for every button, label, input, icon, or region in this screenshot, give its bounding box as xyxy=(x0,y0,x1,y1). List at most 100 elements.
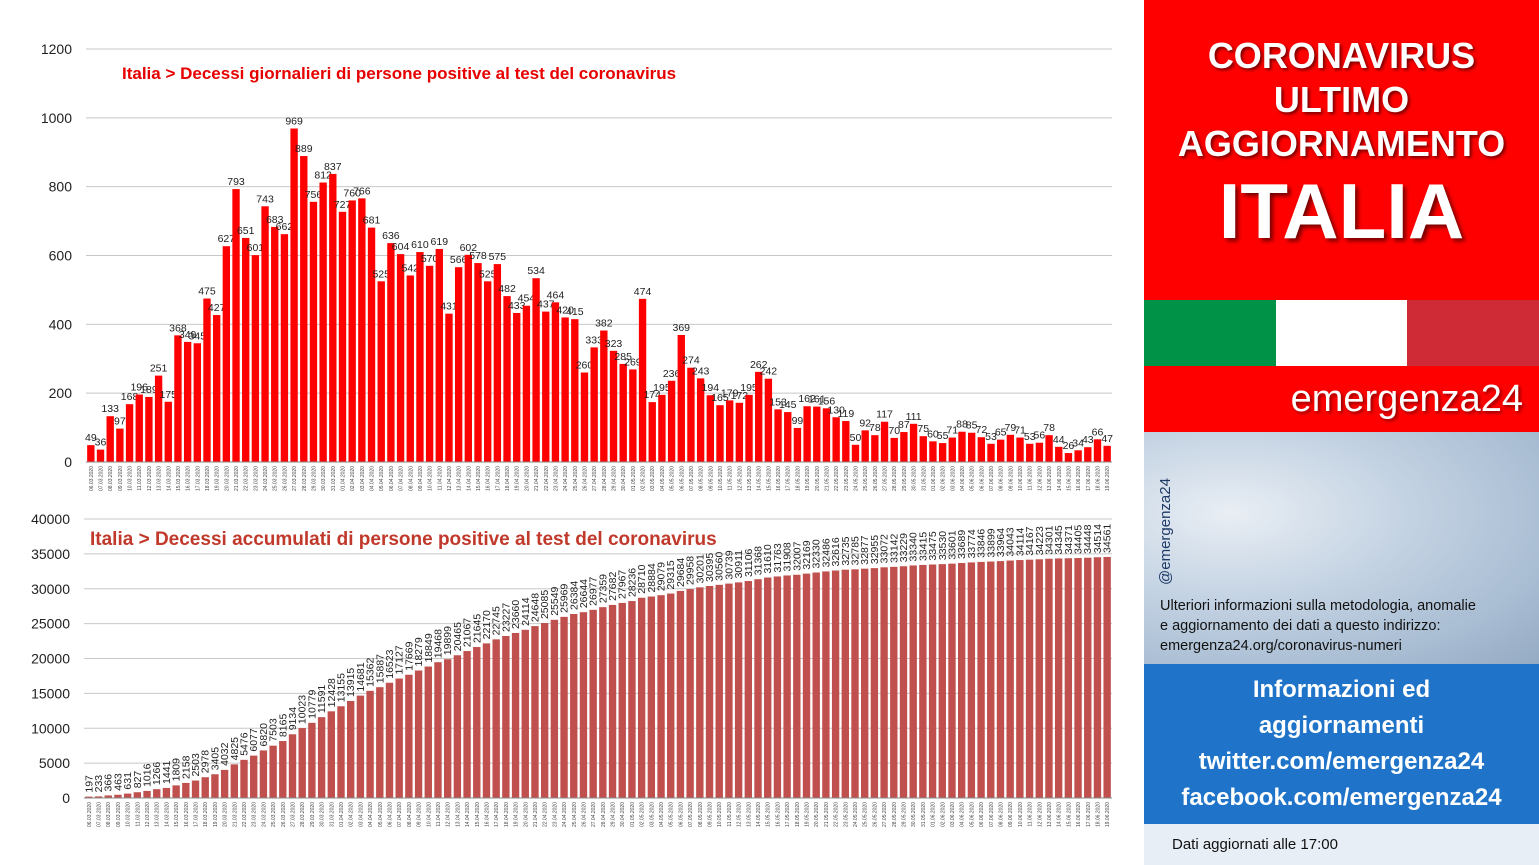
category-label: 11.04.2020 xyxy=(436,802,442,827)
category-label: 12.04.2020 xyxy=(447,466,453,491)
data-label: 889 xyxy=(295,143,313,155)
data-label: 766 xyxy=(353,185,371,197)
bar xyxy=(143,790,151,798)
data-label: 78 xyxy=(1043,422,1055,434)
category-label: 04.05.2020 xyxy=(659,802,665,827)
data-label: 33601 xyxy=(946,530,958,559)
category-label: 28.04.2020 xyxy=(602,466,608,491)
category-label: 10.03.2020 xyxy=(128,466,134,491)
category-label: 17.06.2020 xyxy=(1086,466,1092,491)
data-label: 30560 xyxy=(714,551,726,580)
bar xyxy=(551,302,560,462)
data-label: 130 xyxy=(827,404,845,416)
data-label: 33846 xyxy=(976,529,988,558)
bar xyxy=(638,298,647,462)
bar xyxy=(473,647,481,798)
bar xyxy=(385,682,394,798)
data-label: 368 xyxy=(169,322,187,334)
data-label: 10779 xyxy=(306,689,318,718)
category-label: 12.04.2020 xyxy=(446,802,452,827)
bar xyxy=(484,281,492,462)
category-label: 26.04.2020 xyxy=(582,466,588,491)
data-label: 85 xyxy=(966,420,978,432)
category-label: 22.05.2020 xyxy=(834,802,840,827)
data-label: 71 xyxy=(946,425,958,437)
category-label: 17.03.2020 xyxy=(194,802,200,827)
bar xyxy=(338,211,347,462)
bar xyxy=(513,312,521,462)
bar xyxy=(861,430,869,462)
data-label: 33142 xyxy=(888,533,900,562)
data-label: 28710 xyxy=(636,564,648,593)
bar xyxy=(1064,453,1073,462)
bar xyxy=(280,234,289,462)
info-link[interactable]: emergenza24.org/coronavirus-numeri xyxy=(1160,638,1402,654)
bar xyxy=(463,651,471,798)
bar xyxy=(251,255,260,462)
bar xyxy=(454,267,463,462)
data-label: 9134 xyxy=(287,707,299,731)
data-label: 36 xyxy=(95,437,107,449)
category-label: 10.06.2020 xyxy=(1018,466,1024,491)
data-label: 681 xyxy=(363,215,381,227)
bar xyxy=(405,674,413,798)
data-label: 463 xyxy=(112,773,124,791)
data-label: 25969 xyxy=(559,584,571,613)
data-label: 427 xyxy=(208,302,226,314)
category-label: 01.04.2020 xyxy=(339,802,345,827)
category-label: 21.03.2020 xyxy=(232,802,238,827)
bar xyxy=(532,278,540,462)
bar xyxy=(880,567,888,798)
twitter-link[interactable]: twitter.com/emergenza24 xyxy=(1198,748,1485,775)
data-label: 627 xyxy=(218,233,236,245)
bar xyxy=(164,401,172,462)
bar xyxy=(396,254,405,462)
data-label: 31763 xyxy=(772,543,784,572)
bar xyxy=(125,404,134,462)
data-label: 464 xyxy=(547,289,565,301)
bar xyxy=(1035,559,1043,798)
data-label: 349 xyxy=(179,329,197,341)
bar xyxy=(909,565,917,798)
category-label: 27.04.2020 xyxy=(592,466,598,491)
bar xyxy=(1103,445,1111,462)
facebook-link[interactable]: facebook.com/emergenza24 xyxy=(1181,784,1502,811)
bar xyxy=(1084,447,1092,462)
category-label: 14.05.2020 xyxy=(756,802,762,827)
data-label: 1016 xyxy=(142,763,154,787)
bar xyxy=(367,227,376,462)
bar xyxy=(696,378,705,462)
category-label: 12.03.2020 xyxy=(145,802,151,827)
data-label: 6077 xyxy=(248,728,260,752)
bar xyxy=(686,589,694,798)
bar xyxy=(725,400,734,462)
bar xyxy=(1074,450,1082,462)
bar xyxy=(958,431,966,462)
bar xyxy=(542,311,550,462)
data-label: 153 xyxy=(769,396,787,408)
flag-stripe-red xyxy=(1407,300,1539,366)
category-label: 06.05.2020 xyxy=(678,802,684,827)
category-label: 25.05.2020 xyxy=(863,802,869,827)
data-label: 34371 xyxy=(1063,525,1075,554)
bar xyxy=(1064,558,1073,798)
category-label: 02.05.2020 xyxy=(640,802,646,827)
category-label: 04.05.2020 xyxy=(660,466,666,491)
category-label: 19.06.2020 xyxy=(1105,466,1111,491)
category-label: 14.06.2020 xyxy=(1057,466,1063,491)
bar xyxy=(677,335,685,462)
category-label: 09.04.2020 xyxy=(418,466,424,491)
data-label: 49 xyxy=(85,432,97,444)
y-tick-label: 20000 xyxy=(31,651,70,667)
category-label: 10.05.2020 xyxy=(717,802,723,827)
bar xyxy=(116,428,124,462)
data-label: 382 xyxy=(595,318,613,330)
data-label: 117 xyxy=(876,409,893,421)
data-label: 619 xyxy=(431,236,449,248)
bar xyxy=(259,750,268,798)
bar xyxy=(706,395,714,462)
bar xyxy=(191,780,200,798)
bar xyxy=(802,573,811,798)
data-label: 262 xyxy=(750,359,768,371)
data-label: 534 xyxy=(527,265,545,277)
